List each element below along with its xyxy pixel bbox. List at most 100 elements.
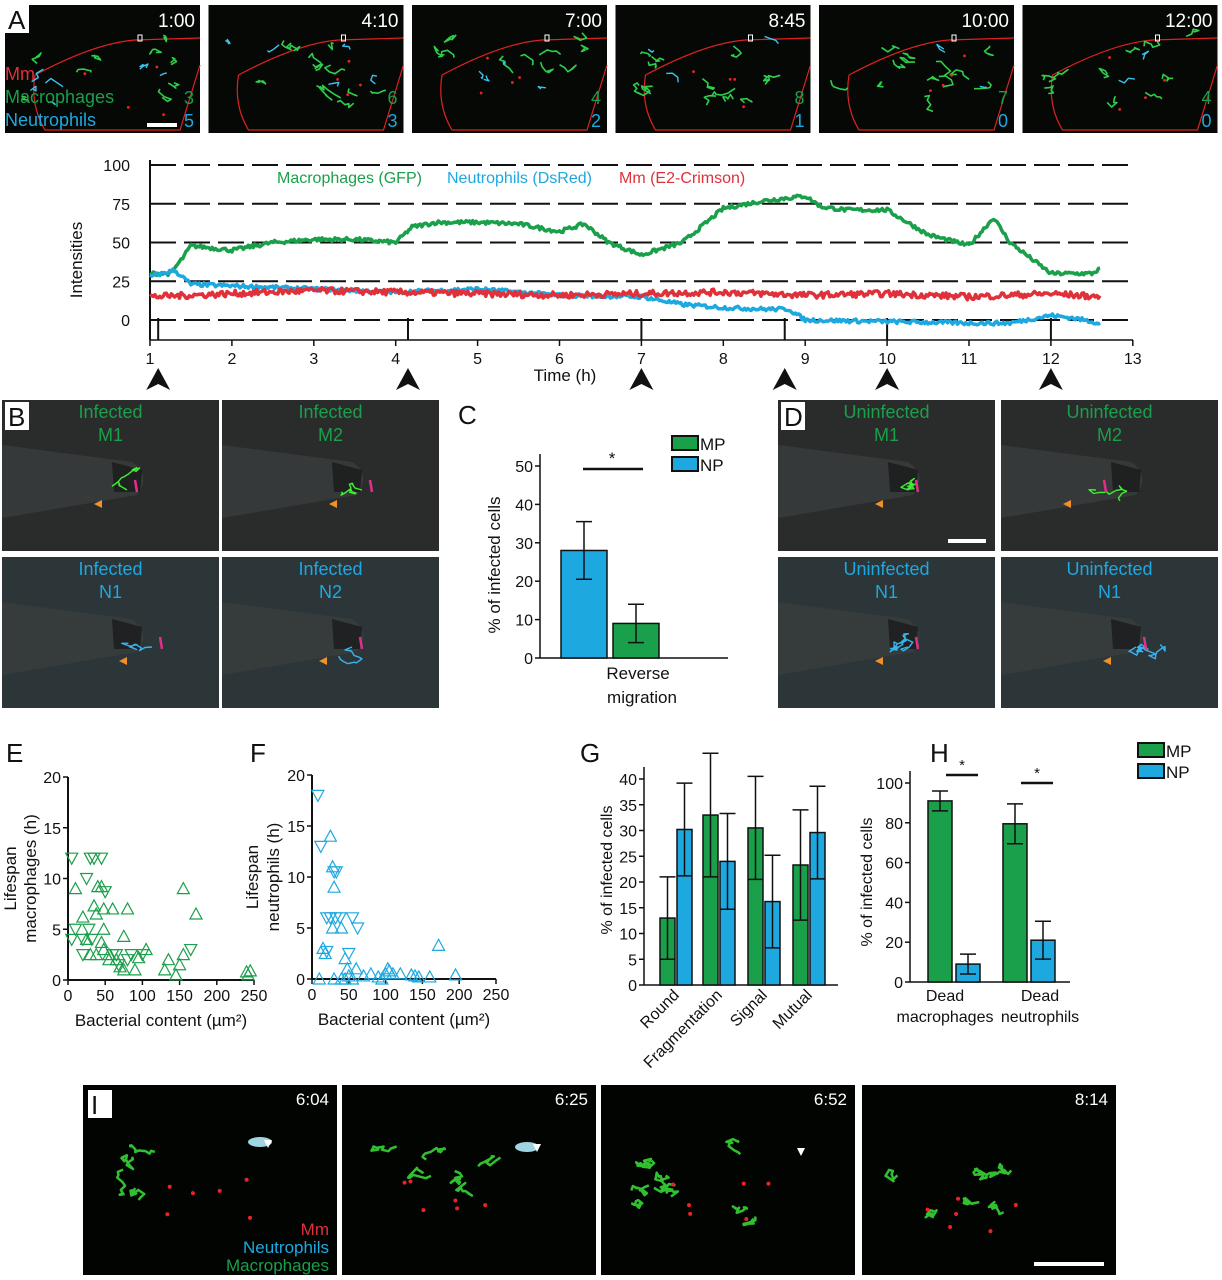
- mm-bacteria: [1108, 56, 1111, 59]
- y-tick-label: 80: [885, 816, 903, 833]
- data-point-up-triangle: [393, 966, 408, 980]
- macrophage-cell: [327, 42, 334, 51]
- track-start-marker: [368, 479, 374, 493]
- macrophage-cell: [978, 1171, 998, 1181]
- neutrophil-cell: [370, 74, 378, 85]
- x-tick-label: 200: [446, 987, 473, 1004]
- track-end-arrowhead-icon: [319, 657, 327, 665]
- y-tick-label: 20: [619, 875, 637, 892]
- frame-timestamp: 6:25: [555, 1090, 588, 1109]
- macrophage-cell: [369, 89, 387, 94]
- fin-tissue: [2, 445, 144, 518]
- mm-bacteria: [948, 1225, 953, 1230]
- mm-bacteria: [244, 1177, 249, 1182]
- data-point-up-triangle: [325, 920, 340, 934]
- macrophage-cell: [157, 88, 172, 103]
- macrophage-cell: [347, 88, 358, 97]
- neutrophil-count: 1: [794, 111, 804, 131]
- fin-tissue: [222, 445, 364, 518]
- wound-edge: [112, 619, 142, 649]
- data-point-up-triangle: [120, 901, 135, 915]
- y-tick-label: 10: [43, 872, 61, 889]
- data-point-up-triangle: [105, 901, 120, 915]
- macrophage-count: 3: [184, 88, 194, 108]
- macrophage-cell: [742, 1216, 757, 1227]
- timelapse-frame: 4:10 6 3: [208, 5, 405, 133]
- neutrophil-cell: [248, 1137, 272, 1147]
- wound-edge: [332, 619, 362, 649]
- macrophage-cell: [711, 87, 736, 97]
- migration-track: [1128, 643, 1166, 660]
- data-point-down-triangle: [68, 923, 83, 937]
- track-start-marker: [158, 636, 164, 650]
- y-tick-label: 0: [121, 313, 130, 330]
- panel-label-box: [781, 402, 805, 430]
- timelapse-frame: 8:45 8 1: [615, 5, 812, 133]
- arrowhead-icon: [533, 1144, 541, 1152]
- legend-label: NP: [700, 456, 724, 475]
- scale-bar: [948, 539, 986, 543]
- macrophage-count: 7: [998, 88, 1008, 108]
- frame-timestamp: 4:10: [362, 11, 399, 32]
- track-tile: Infected N2: [222, 557, 439, 708]
- y-tick-label: 10: [287, 870, 305, 887]
- mm-bacteria: [1144, 96, 1147, 100]
- error-bar: [809, 785, 826, 880]
- mm-bacteria: [687, 1203, 692, 1208]
- mm-bacteria: [162, 113, 165, 117]
- x-tick-label: 50: [96, 988, 114, 1005]
- mm-bacteria: [483, 1203, 488, 1208]
- frame-timestamp: 7:00: [565, 11, 602, 32]
- mm-bacteria: [455, 1206, 460, 1211]
- macrophage-cell: [170, 56, 178, 66]
- x-tick-label: 3: [309, 351, 318, 368]
- mm-bacteria: [217, 1188, 222, 1193]
- significance-star: *: [609, 449, 616, 468]
- data-point-down-triangle: [79, 872, 94, 886]
- legend-neutrophils: Neutrophils: [5, 110, 96, 130]
- y-tick-label: 15: [287, 819, 305, 836]
- mm-bacteria: [956, 1196, 961, 1201]
- macrophage-cell: [91, 54, 102, 61]
- error-bar: [932, 790, 948, 812]
- data-point-up-triangle: [176, 881, 191, 895]
- data-point-up-triangle: [116, 929, 131, 942]
- data-point-up-triangle: [157, 962, 172, 976]
- macrophage-cell: [324, 64, 346, 75]
- y-tick-label: 0: [628, 978, 637, 995]
- y-tick-label: 25: [112, 274, 130, 291]
- track-end-arrowhead-icon: [119, 657, 127, 665]
- mm-bacteria: [336, 78, 339, 81]
- notochord-marker: [1155, 34, 1160, 42]
- data-point-down-triangle: [327, 866, 342, 880]
- macrophage-cell: [1098, 67, 1110, 79]
- track-start-marker: [133, 479, 139, 493]
- data-point-up-triangle: [404, 967, 419, 981]
- data-point-down-triangle: [135, 949, 150, 962]
- macrophage-cell: [876, 80, 884, 88]
- panel-letter: B: [8, 402, 25, 432]
- error-bar: [960, 953, 976, 975]
- data-point-down-triangle: [329, 866, 344, 880]
- error-bar: [659, 876, 676, 960]
- mm-bacteria: [1013, 1202, 1018, 1207]
- mm-bacteria: [190, 1191, 195, 1196]
- fin-tissue: [778, 445, 920, 518]
- tile-cell-id: M2: [1097, 425, 1122, 445]
- tile-cell-id: M1: [98, 425, 123, 445]
- neutrophil-cell: [328, 81, 340, 87]
- mm-bacteria: [155, 65, 159, 69]
- data-point-up-triangle: [349, 961, 364, 975]
- frame-timestamp: 6:52: [814, 1090, 847, 1109]
- panel-label-I: I: [88, 1090, 112, 1120]
- macrophage-cell: [1161, 73, 1174, 82]
- macrophage-cell: [1044, 85, 1055, 95]
- frame-timestamp: 1:00: [158, 11, 195, 32]
- macrophage-cell: [1125, 46, 1141, 54]
- y-axis-title: neutrophils (h): [264, 823, 283, 932]
- arrowhead-icon: [772, 368, 797, 390]
- wound-edge: [332, 462, 362, 492]
- y-tick-label: 0: [894, 975, 903, 992]
